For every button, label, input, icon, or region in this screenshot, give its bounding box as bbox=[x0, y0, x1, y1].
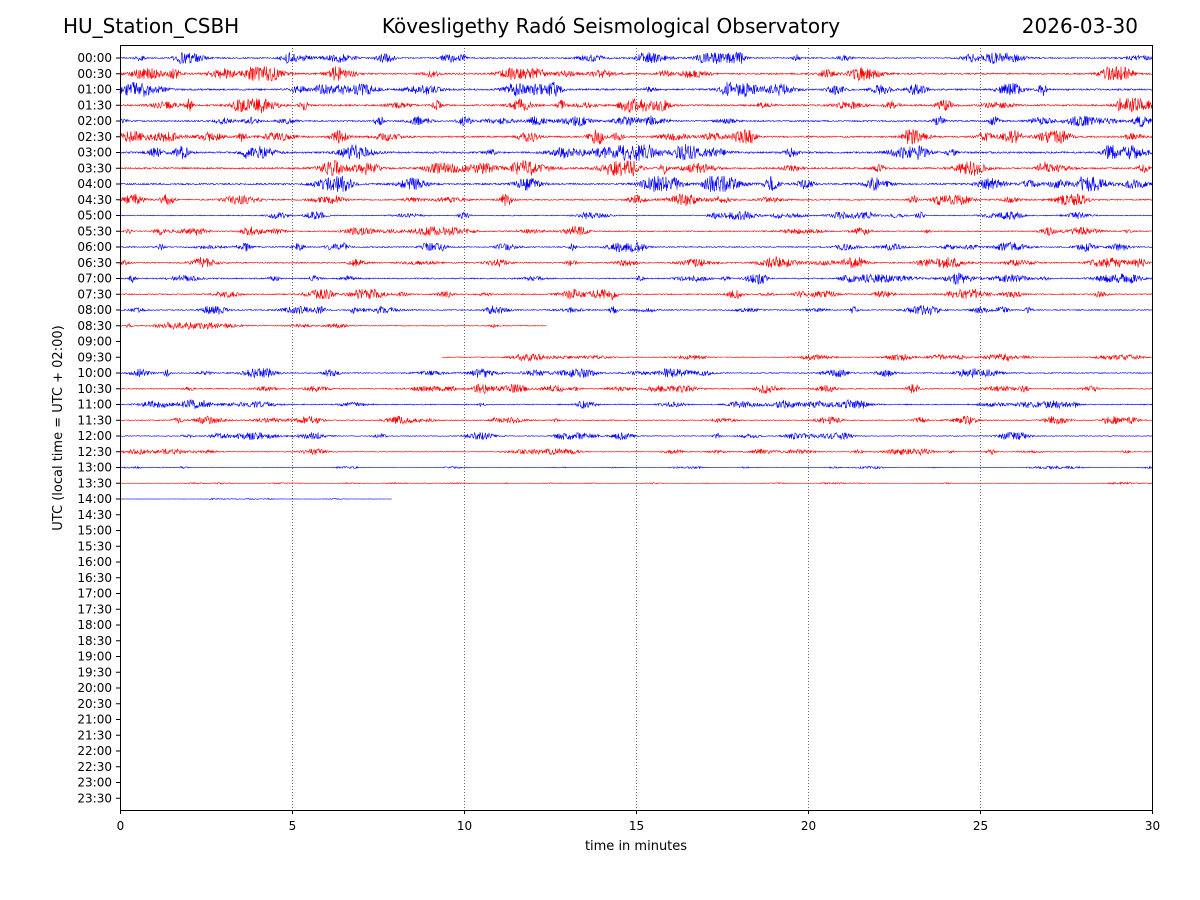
y-tick-label-06:30: 06:30 bbox=[77, 256, 112, 270]
trace-07:30 bbox=[119, 288, 1153, 300]
station-name: HU_Station_CSBH bbox=[63, 14, 240, 38]
chart-title: Kövesligethy Radó Seismological Observat… bbox=[381, 14, 841, 38]
y-tick-label-19:00: 19:00 bbox=[77, 650, 112, 664]
seismic-traces bbox=[119, 51, 1153, 501]
y-tick-label-09:00: 09:00 bbox=[77, 335, 112, 349]
trace-03:00 bbox=[119, 143, 1153, 162]
trace-07:00 bbox=[119, 272, 1153, 285]
y-tick-label-01:30: 01:30 bbox=[77, 98, 112, 112]
y-tick-label-05:30: 05:30 bbox=[77, 224, 112, 238]
y-tick-label-08:00: 08:00 bbox=[77, 303, 112, 317]
y-tick-label-20:30: 20:30 bbox=[77, 697, 112, 711]
trace-14:00 bbox=[119, 497, 392, 501]
x-axis: 0 5 10 15 20 25 30 bbox=[117, 810, 1160, 833]
y-tick-label-17:30: 17:30 bbox=[77, 602, 112, 616]
y-tick-label-01:00: 01:00 bbox=[77, 83, 112, 97]
trace-00:30 bbox=[119, 66, 1153, 82]
y-tick-label-14:30: 14:30 bbox=[77, 508, 112, 522]
x-tick-label-10: 10 bbox=[457, 819, 472, 833]
trace-01:30 bbox=[119, 97, 1153, 114]
y-tick-label-15:00: 15:00 bbox=[77, 524, 112, 538]
trace-02:00 bbox=[119, 115, 1153, 128]
date-label: 2026-03-30 bbox=[1021, 14, 1138, 38]
y-tick-label-20:00: 20:00 bbox=[77, 681, 112, 695]
y-tick-label-07:30: 07:30 bbox=[77, 287, 112, 301]
x-tick-label-30: 30 bbox=[1145, 819, 1160, 833]
trace-11:30 bbox=[119, 415, 1153, 426]
y-tick-label-21:30: 21:30 bbox=[77, 728, 112, 742]
y-tick-label-05:00: 05:00 bbox=[77, 209, 112, 223]
y-tick-label-02:30: 02:30 bbox=[77, 130, 112, 144]
y-tick-label-21:00: 21:00 bbox=[77, 713, 112, 727]
x-tick-label-0: 0 bbox=[117, 819, 125, 833]
x-tick-label-25: 25 bbox=[973, 819, 988, 833]
trace-12:00 bbox=[119, 431, 1153, 441]
trace-03:30 bbox=[119, 160, 1153, 177]
y-tick-label-22:00: 22:00 bbox=[77, 744, 112, 758]
y-tick-label-09:30: 09:30 bbox=[77, 350, 112, 364]
trace-06:00 bbox=[119, 240, 1153, 253]
y-tick-label-10:30: 10:30 bbox=[77, 382, 112, 396]
trace-02:30 bbox=[119, 128, 1153, 145]
y-tick-label-16:30: 16:30 bbox=[77, 571, 112, 585]
x-axis-label: time in minutes bbox=[585, 839, 687, 854]
y-tick-label-00:00: 00:00 bbox=[77, 51, 112, 65]
y-tick-label-10:00: 10:00 bbox=[77, 366, 112, 380]
y-tick-label-07:00: 07:00 bbox=[77, 272, 112, 286]
trace-05:00 bbox=[119, 210, 1153, 221]
trace-04:00 bbox=[119, 175, 1153, 193]
y-tick-label-13:30: 13:30 bbox=[77, 476, 112, 490]
y-tick-label-03:30: 03:30 bbox=[77, 161, 112, 175]
y-tick-label-03:00: 03:00 bbox=[77, 146, 112, 160]
trace-04:30 bbox=[119, 193, 1153, 207]
y-tick-label-16:00: 16:00 bbox=[77, 555, 112, 569]
trace-08:30 bbox=[119, 321, 547, 330]
y-tick-label-15:30: 15:30 bbox=[77, 539, 112, 553]
y-tick-label-23:00: 23:00 bbox=[77, 776, 112, 790]
trace-13:00 bbox=[119, 465, 1153, 470]
y-tick-label-19:30: 19:30 bbox=[77, 665, 112, 679]
y-tick-label-18:30: 18:30 bbox=[77, 634, 112, 648]
y-tick-label-22:30: 22:30 bbox=[77, 760, 112, 774]
trace-11:00 bbox=[119, 398, 1153, 410]
trace-05:30 bbox=[119, 225, 1153, 237]
trace-00:00 bbox=[119, 51, 1153, 65]
trace-10:00 bbox=[119, 367, 1153, 379]
y-tick-label-13:00: 13:00 bbox=[77, 461, 112, 475]
y-tick-label-18:00: 18:00 bbox=[77, 618, 112, 632]
trace-08:00 bbox=[119, 305, 1153, 316]
y-tick-label-17:00: 17:00 bbox=[77, 587, 112, 601]
y-tick-label-12:30: 12:30 bbox=[77, 445, 112, 459]
y-tick-label-02:00: 02:00 bbox=[77, 114, 112, 128]
trace-12:30 bbox=[119, 447, 1153, 456]
y-tick-label-11:00: 11:00 bbox=[77, 398, 112, 412]
trace-06:30 bbox=[119, 256, 1153, 269]
y-tick-label-06:00: 06:00 bbox=[77, 240, 112, 254]
y-tick-label-12:00: 12:00 bbox=[77, 429, 112, 443]
y-tick-label-00:30: 00:30 bbox=[77, 67, 112, 81]
x-tick-label-20: 20 bbox=[801, 819, 816, 833]
y-tick-label-11:30: 11:30 bbox=[77, 413, 112, 427]
y-tick-label-23:30: 23:30 bbox=[77, 791, 112, 805]
y-tick-label-14:00: 14:00 bbox=[77, 492, 112, 506]
y-tick-label-04:00: 04:00 bbox=[77, 177, 112, 191]
trace-10:30 bbox=[119, 383, 1153, 395]
x-tick-label-5: 5 bbox=[289, 819, 297, 833]
y-axis-label: UTC (local time = UTC + 02:00) bbox=[51, 325, 66, 530]
trace-13:30 bbox=[119, 481, 1153, 486]
y-tick-label-04:30: 04:30 bbox=[77, 193, 112, 207]
trace-09:30 bbox=[441, 353, 1152, 363]
trace-01:00 bbox=[119, 81, 1153, 98]
x-tick-label-15: 15 bbox=[629, 819, 644, 833]
y-tick-label-08:30: 08:30 bbox=[77, 319, 112, 333]
